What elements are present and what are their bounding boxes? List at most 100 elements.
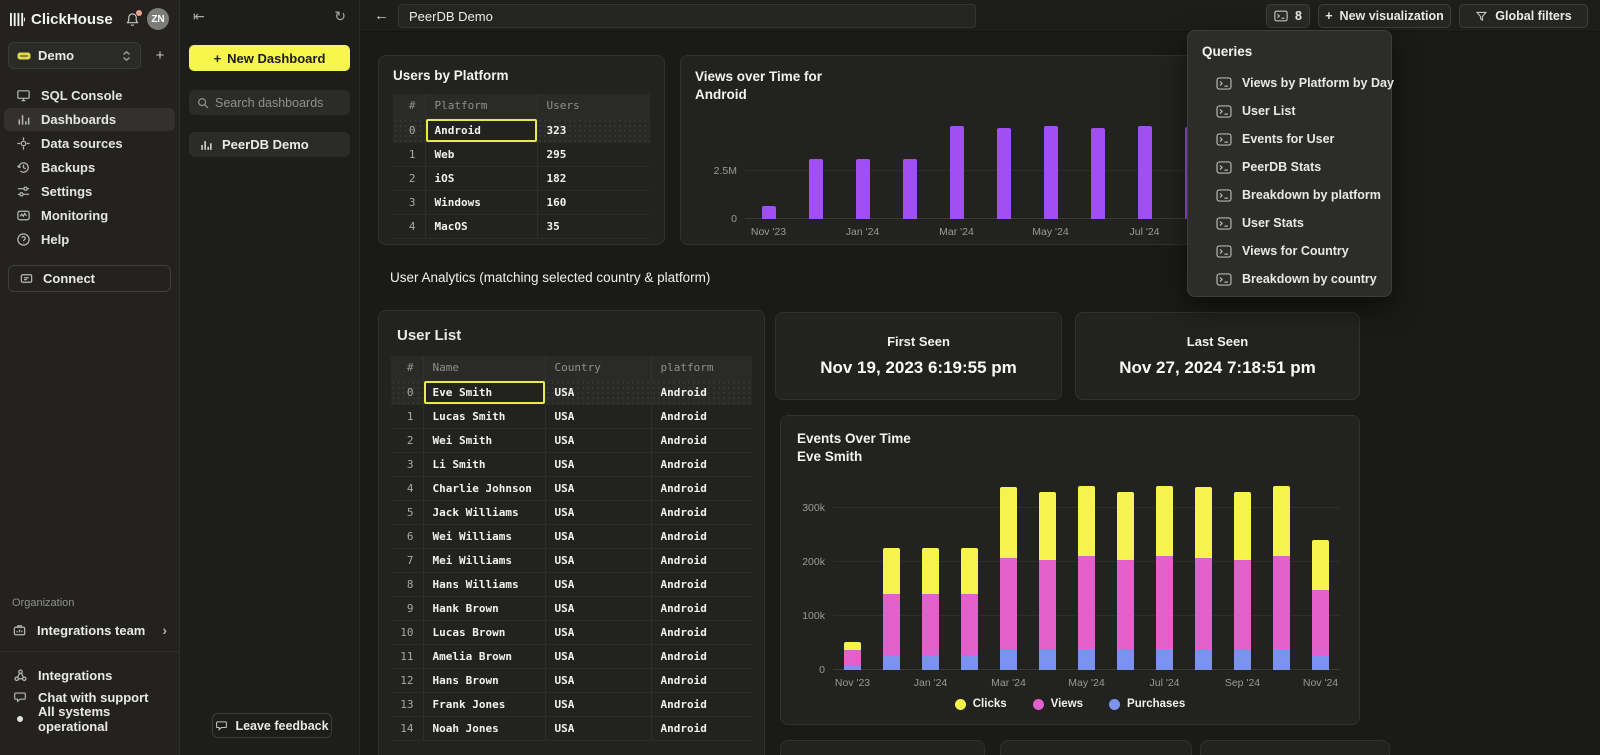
table-row[interactable]: 14 Noah Jones USA Android: [391, 716, 752, 741]
bar-segment-clicks[interactable]: [961, 547, 978, 595]
sidebar-item-dashboards[interactable]: Dashboards: [4, 108, 175, 131]
views-bar[interactable]: [902, 159, 917, 220]
sidebar-item-backups[interactable]: Backups: [4, 156, 175, 179]
query-item-breakdown-by-country[interactable]: Breakdown by country: [1202, 265, 1377, 293]
bar-segment-clicks[interactable]: [1039, 492, 1056, 561]
bar-segment-purchases[interactable]: [883, 655, 900, 671]
views-bar[interactable]: [996, 128, 1011, 220]
views-bar[interactable]: [808, 159, 823, 220]
bar-segment-clicks[interactable]: [1234, 492, 1251, 561]
bar-segment-purchases[interactable]: [1078, 648, 1095, 671]
bar-segment-views[interactable]: [961, 594, 978, 656]
bar-segment-clicks[interactable]: [883, 547, 900, 595]
table-row[interactable]: 1 Lucas Smith USA Android: [391, 404, 752, 429]
connect-button[interactable]: Connect: [8, 265, 171, 292]
bar-segment-clicks[interactable]: [1273, 485, 1290, 557]
refresh-icon[interactable]: ↻: [334, 8, 346, 24]
bar-segment-clicks[interactable]: [1312, 540, 1329, 591]
query-item-peerdb-stats[interactable]: PeerDB Stats: [1202, 153, 1377, 181]
legend-item-views[interactable]: Views: [1032, 698, 1083, 710]
query-item-events-for-user[interactable]: Events for User: [1202, 125, 1377, 153]
back-arrow-icon[interactable]: ←: [374, 7, 389, 24]
bar-segment-clicks[interactable]: [1117, 492, 1134, 561]
bar-segment-views[interactable]: [1195, 557, 1212, 650]
views-bar[interactable]: [949, 126, 964, 220]
table-row[interactable]: 3 Windows 160: [393, 190, 650, 215]
query-item-views-by-platform-by-day[interactable]: Views by Platform by Day: [1202, 69, 1394, 97]
bar-segment-clicks[interactable]: [1195, 486, 1212, 558]
footer-item-chat-with-support[interactable]: Chat with support: [4, 686, 175, 708]
bar-segment-views[interactable]: [1273, 556, 1290, 649]
table-row[interactable]: 2 Wei Smith USA Android: [391, 428, 752, 453]
table-row[interactable]: 4 Charlie Johnson USA Android: [391, 476, 752, 501]
views-bar[interactable]: [1043, 126, 1058, 220]
sidebar-item-sql-console[interactable]: SQL Console: [4, 84, 175, 107]
sidebar-item-data-sources[interactable]: Data sources: [4, 132, 175, 155]
legend-item-purchases[interactable]: Purchases: [1109, 698, 1185, 710]
bar-segment-views[interactable]: [1039, 560, 1056, 650]
dashboard-list-item[interactable]: PeerDB Demo: [189, 132, 350, 157]
sidebar-item-help[interactable]: Help: [4, 228, 175, 251]
bar-segment-clicks[interactable]: [1156, 485, 1173, 557]
table-row[interactable]: 6 Wei Williams USA Android: [391, 524, 752, 549]
table-row[interactable]: 9 Hank Brown USA Android: [391, 596, 752, 621]
views-bar[interactable]: [855, 159, 870, 220]
bar-segment-clicks[interactable]: [922, 547, 939, 595]
bar-segment-views[interactable]: [1078, 556, 1095, 649]
views-bar[interactable]: [1090, 128, 1105, 220]
bar-segment-views[interactable]: [1117, 560, 1134, 650]
table-row[interactable]: 10 Lucas Brown USA Android: [391, 620, 752, 645]
dashboard-search-input[interactable]: [215, 95, 342, 110]
views-bar[interactable]: [761, 205, 776, 220]
bar-segment-clicks[interactable]: [844, 641, 861, 650]
bar-segment-views[interactable]: [883, 594, 900, 656]
bar-segment-purchases[interactable]: [844, 666, 861, 671]
bar-segment-purchases[interactable]: [922, 655, 939, 671]
legend-item-clicks[interactable]: Clicks: [954, 698, 1007, 710]
sidebar-item-monitoring[interactable]: Monitoring: [4, 204, 175, 227]
bar-segment-purchases[interactable]: [961, 655, 978, 671]
sidebar-item-settings[interactable]: Settings: [4, 180, 175, 203]
bar-segment-purchases[interactable]: [1039, 649, 1056, 671]
collapse-panel-icon[interactable]: ⇤: [193, 8, 205, 24]
table-row[interactable]: 1 Web 295: [393, 142, 650, 167]
bar-segment-views[interactable]: [1312, 590, 1329, 656]
queries-count-button[interactable]: 8: [1266, 4, 1310, 28]
bar-segment-purchases[interactable]: [1117, 649, 1134, 671]
table-row[interactable]: 0 Android 323: [393, 118, 650, 143]
user-avatar[interactable]: ZN: [147, 8, 169, 30]
table-row[interactable]: 5 Jack Williams USA Android: [391, 500, 752, 525]
organization-team-item[interactable]: Integrations team ›: [4, 618, 175, 642]
add-service-button[interactable]: +: [155, 47, 165, 64]
bar-segment-views[interactable]: [1000, 557, 1017, 650]
bar-segment-views[interactable]: [844, 649, 861, 667]
bar-segment-clicks[interactable]: [1000, 486, 1017, 558]
leave-feedback-button[interactable]: Leave feedback: [212, 713, 332, 738]
query-item-user-stats[interactable]: User Stats: [1202, 209, 1377, 237]
table-row[interactable]: 11 Amelia Brown USA Android: [391, 644, 752, 669]
bar-segment-views[interactable]: [1234, 560, 1251, 650]
footer-item-all-systems-operational[interactable]: All systems operational: [4, 704, 175, 734]
workspace-select[interactable]: Demo: [8, 42, 141, 69]
dashboard-search[interactable]: [189, 90, 350, 115]
dashboard-title-input[interactable]: [398, 4, 976, 28]
bar-segment-purchases[interactable]: [1156, 648, 1173, 671]
table-row[interactable]: 13 Frank Jones USA Android: [391, 692, 752, 717]
global-filters-button[interactable]: Global filters: [1459, 4, 1588, 28]
bar-segment-clicks[interactable]: [1078, 485, 1095, 557]
footer-item-integrations[interactable]: Integrations: [4, 664, 175, 686]
new-dashboard-button[interactable]: + New Dashboard: [189, 45, 350, 71]
table-row[interactable]: 2 iOS 182: [393, 166, 650, 191]
bar-segment-purchases[interactable]: [1000, 649, 1017, 671]
bar-segment-purchases[interactable]: [1234, 649, 1251, 671]
table-row[interactable]: 3 Li Smith USA Android: [391, 452, 752, 477]
table-row[interactable]: 12 Hans Brown USA Android: [391, 668, 752, 693]
table-row[interactable]: 8 Hans Williams USA Android: [391, 572, 752, 597]
table-row[interactable]: 7 Mei Williams USA Android: [391, 548, 752, 573]
query-item-user-list[interactable]: User List: [1202, 97, 1377, 125]
bar-segment-purchases[interactable]: [1312, 655, 1329, 671]
query-item-views-for-country[interactable]: Views for Country: [1202, 237, 1377, 265]
query-item-breakdown-by-platform[interactable]: Breakdown by platform: [1202, 181, 1381, 209]
bar-segment-purchases[interactable]: [1195, 649, 1212, 671]
bar-segment-views[interactable]: [1156, 556, 1173, 649]
